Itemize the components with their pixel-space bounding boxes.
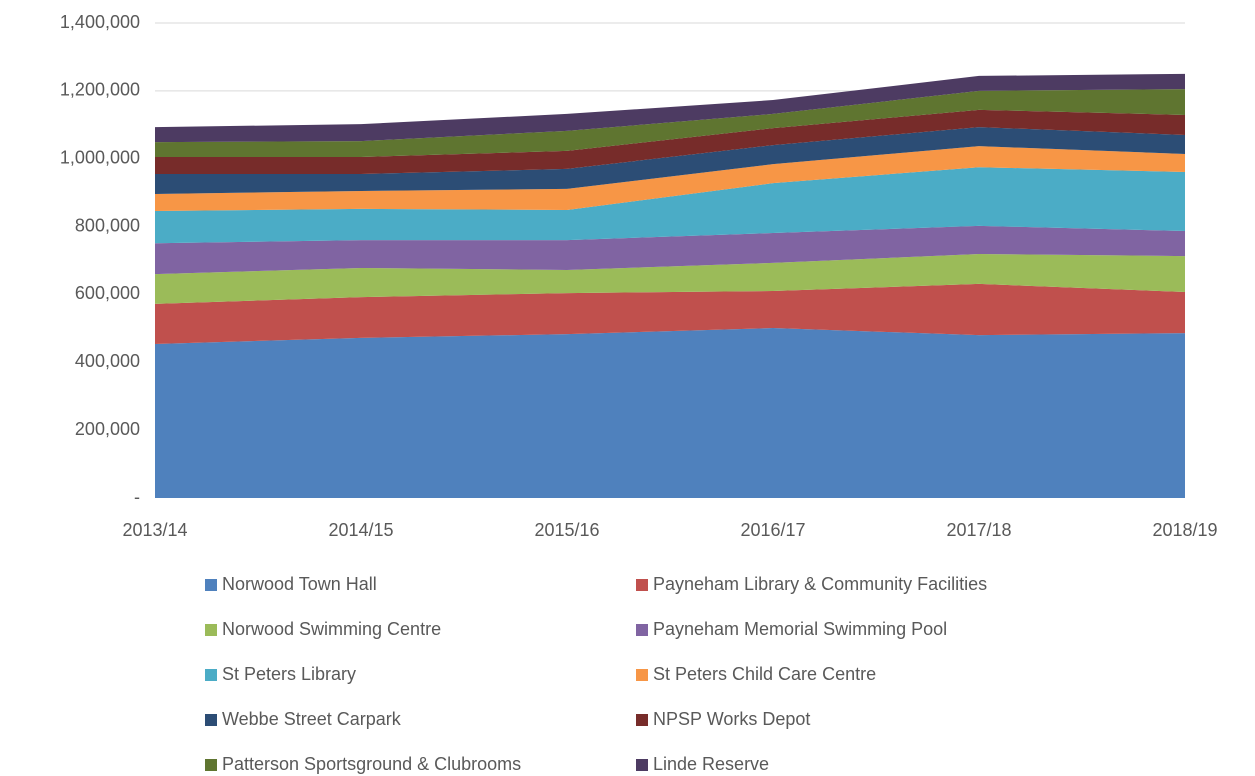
legend-label: Norwood Swimming Centre: [222, 619, 441, 639]
area: [155, 73, 1185, 143]
area: [155, 89, 1185, 158]
area: [155, 328, 1185, 498]
x-tick-label: 2015/16: [534, 520, 599, 540]
x-tick-label: 2013/14: [122, 520, 187, 540]
legend-swatch: [636, 759, 648, 771]
legend-label: NPSP Works Depot: [653, 709, 810, 729]
x-tick-label: 2017/18: [946, 520, 1011, 540]
x-tick-label: 2016/17: [740, 520, 805, 540]
area: [155, 109, 1185, 174]
area: [155, 167, 1185, 244]
legend-label: Norwood Town Hall: [222, 574, 377, 594]
y-tick-label: 800,000: [75, 215, 140, 235]
y-tick-label: 1,000,000: [60, 147, 140, 167]
area: [155, 127, 1185, 194]
legend-swatch: [636, 669, 648, 681]
area: [155, 283, 1185, 344]
area: [155, 225, 1185, 275]
legend-label: Payneham Memorial Swimming Pool: [653, 619, 947, 639]
legend-swatch: [205, 759, 217, 771]
legend-swatch: [636, 624, 648, 636]
x-tick-label: 2014/15: [328, 520, 393, 540]
y-tick-label: 1,400,000: [60, 12, 140, 32]
legend-swatch: [205, 714, 217, 726]
legend-swatch: [636, 579, 648, 591]
y-tick-label: 1,200,000: [60, 80, 140, 100]
y-tick-label: 600,000: [75, 283, 140, 303]
legend-swatch: [205, 624, 217, 636]
legend-swatch: [205, 579, 217, 591]
legend-swatch: [636, 714, 648, 726]
legend-swatch: [205, 669, 217, 681]
legend-label: Linde Reserve: [653, 754, 769, 774]
legend-label: St Peters Library: [222, 664, 356, 684]
y-tick-label: 400,000: [75, 351, 140, 371]
area: [155, 254, 1185, 304]
legend-label: Payneham Library & Community Facilities: [653, 574, 987, 594]
y-tick-label: 200,000: [75, 419, 140, 439]
y-tick-label: -: [134, 487, 140, 507]
legend-label: St Peters Child Care Centre: [653, 664, 876, 684]
area: [155, 146, 1185, 211]
legend-label: Patterson Sportsground & Clubrooms: [222, 754, 521, 774]
x-tick-label: 2018/19: [1152, 520, 1217, 540]
legend-label: Webbe Street Carpark: [222, 709, 402, 729]
